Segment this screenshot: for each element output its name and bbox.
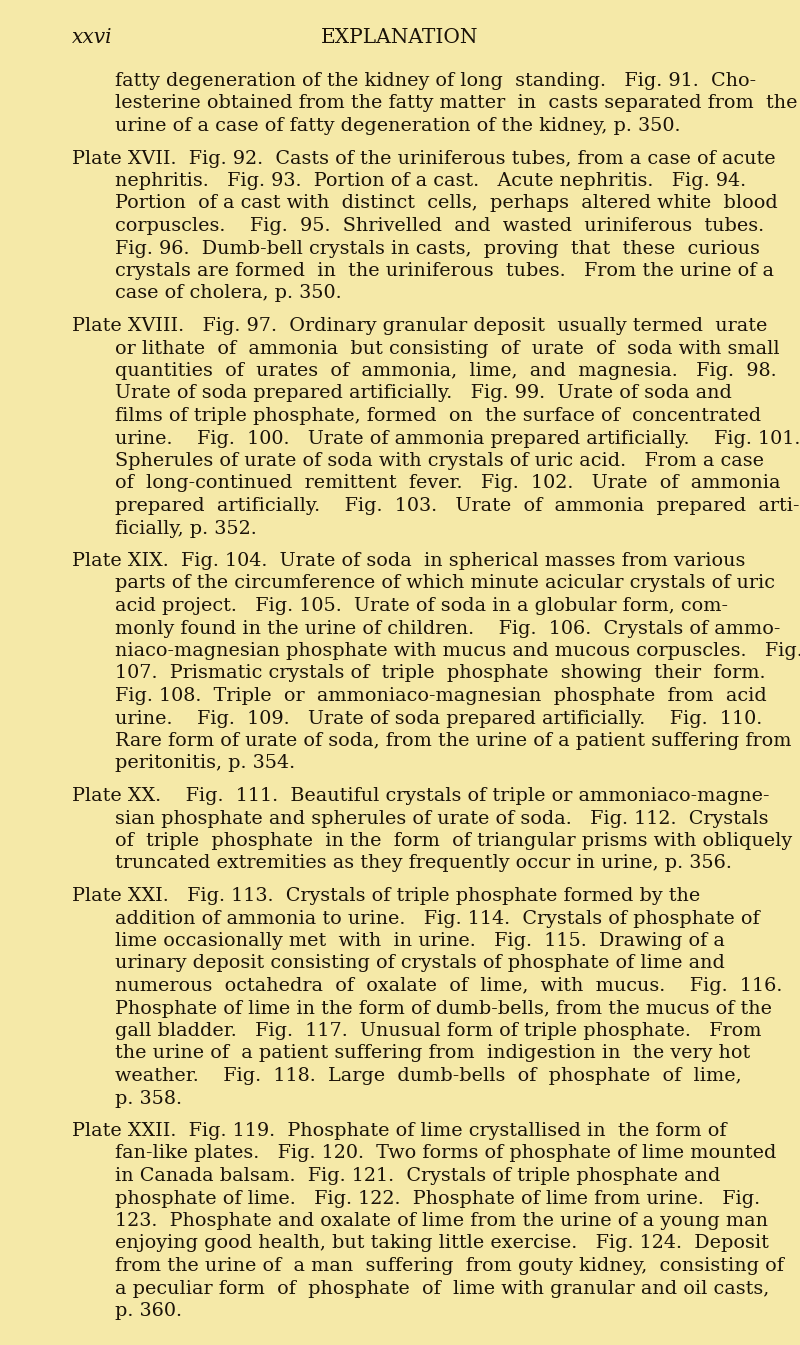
Text: 123.  Phosphate and oxalate of lime from the urine of a young man: 123. Phosphate and oxalate of lime from … bbox=[115, 1212, 768, 1229]
Text: numerous  octahedra  of  oxalate  of  lime,  with  mucus.    Fig.  116.: numerous octahedra of oxalate of lime, w… bbox=[115, 976, 782, 995]
Text: the urine of  a patient suffering from  indigestion in  the very hot: the urine of a patient suffering from in… bbox=[115, 1045, 750, 1063]
Text: Plate XX.    Fig.  111.  Beautiful crystals of triple or ammoniaco-magne-: Plate XX. Fig. 111. Beautiful crystals o… bbox=[72, 787, 770, 806]
Text: crystals are formed  in  the uriniferous  tubes.   From the urine of a: crystals are formed in the uriniferous t… bbox=[115, 262, 774, 280]
Text: of  long-continued  remittent  fever.   Fig.  102.   Urate  of  ammonia: of long-continued remittent fever. Fig. … bbox=[115, 475, 781, 492]
Text: parts of the circumference of which minute acicular crystals of uric: parts of the circumference of which minu… bbox=[115, 574, 775, 593]
Text: fatty degeneration of the kidney of long  standing.   Fig. 91.  Cho-: fatty degeneration of the kidney of long… bbox=[115, 73, 756, 90]
Text: of  triple  phosphate  in the  form  of triangular prisms with obliquely: of triple phosphate in the form of trian… bbox=[115, 833, 792, 850]
Text: xxvi: xxvi bbox=[72, 28, 113, 47]
Text: sian phosphate and spherules of urate of soda.   Fig. 112.  Crystals: sian phosphate and spherules of urate of… bbox=[115, 810, 769, 827]
Text: nephritis.   Fig. 93.  Portion of a cast.   Acute nephritis.   Fig. 94.: nephritis. Fig. 93. Portion of a cast. A… bbox=[115, 172, 746, 190]
Text: addition of ammonia to urine.   Fig. 114.  Crystals of phosphate of: addition of ammonia to urine. Fig. 114. … bbox=[115, 909, 760, 928]
Text: lime occasionally met  with  in urine.   Fig.  115.  Drawing of a: lime occasionally met with in urine. Fig… bbox=[115, 932, 725, 950]
Text: 107.  Prismatic crystals of  triple  phosphate  showing  their  form.: 107. Prismatic crystals of triple phosph… bbox=[115, 664, 766, 682]
Text: acid project.   Fig. 105.  Urate of soda in a globular form, com-: acid project. Fig. 105. Urate of soda in… bbox=[115, 597, 728, 615]
Text: Plate XVIII.   Fig. 97.  Ordinary granular deposit  usually termed  urate: Plate XVIII. Fig. 97. Ordinary granular … bbox=[72, 317, 767, 335]
Text: urine.    Fig.  100.   Urate of ammonia prepared artificially.    Fig. 101.: urine. Fig. 100. Urate of ammonia prepar… bbox=[115, 429, 800, 448]
Text: prepared  artificially.    Fig.  103.   Urate  of  ammonia  prepared  arti-: prepared artificially. Fig. 103. Urate o… bbox=[115, 498, 799, 515]
Text: weather.    Fig.  118.  Large  dumb-bells  of  phosphate  of  lime,: weather. Fig. 118. Large dumb-bells of p… bbox=[115, 1067, 742, 1085]
Text: a peculiar form  of  phosphate  of  lime with granular and oil casts,: a peculiar form of phosphate of lime wit… bbox=[115, 1279, 770, 1298]
Text: from the urine of  a man  suffering  from gouty kidney,  consisting of: from the urine of a man suffering from g… bbox=[115, 1258, 784, 1275]
Text: EXPLANATION: EXPLANATION bbox=[322, 28, 478, 47]
Text: quantities  of  urates  of  ammonia,  lime,  and  magnesia.   Fig.  98.: quantities of urates of ammonia, lime, a… bbox=[115, 362, 777, 381]
Text: urinary deposit consisting of crystals of phosphate of lime and: urinary deposit consisting of crystals o… bbox=[115, 955, 725, 972]
Text: Plate XVII.  Fig. 92.  Casts of the uriniferous tubes, from a case of acute: Plate XVII. Fig. 92. Casts of the urinif… bbox=[72, 149, 776, 168]
Text: peritonitis, p. 354.: peritonitis, p. 354. bbox=[115, 755, 295, 772]
Text: niaco-magnesian phosphate with mucus and mucous corpuscles.   Fig.: niaco-magnesian phosphate with mucus and… bbox=[115, 642, 800, 660]
Text: in Canada balsam.  Fig. 121.  Crystals of triple phosphate and: in Canada balsam. Fig. 121. Crystals of … bbox=[115, 1167, 720, 1185]
Text: ficially, p. 352.: ficially, p. 352. bbox=[115, 519, 257, 538]
Text: urine of a case of fatty degeneration of the kidney, p. 350.: urine of a case of fatty degeneration of… bbox=[115, 117, 681, 134]
Text: lesterine obtained from the fatty matter  in  casts separated from  the: lesterine obtained from the fatty matter… bbox=[115, 94, 798, 113]
Text: phosphate of lime.   Fig. 122.  Phosphate of lime from urine.   Fig.: phosphate of lime. Fig. 122. Phosphate o… bbox=[115, 1189, 760, 1208]
Text: urine.    Fig.  109.   Urate of soda prepared artificially.    Fig.  110.: urine. Fig. 109. Urate of soda prepared … bbox=[115, 710, 762, 728]
Text: p. 358.: p. 358. bbox=[115, 1089, 182, 1107]
Text: Fig. 96.  Dumb-bell crystals in casts,  proving  that  these  curious: Fig. 96. Dumb-bell crystals in casts, pr… bbox=[115, 239, 760, 257]
Text: Portion  of a cast with  distinct  cells,  perhaps  altered white  blood: Portion of a cast with distinct cells, p… bbox=[115, 195, 778, 213]
Text: corpuscles.    Fig.  95.  Shrivelled  and  wasted  uriniferous  tubes.: corpuscles. Fig. 95. Shrivelled and wast… bbox=[115, 217, 764, 235]
Text: Plate XXII.  Fig. 119.  Phosphate of lime crystallised in  the form of: Plate XXII. Fig. 119. Phosphate of lime … bbox=[72, 1122, 726, 1141]
Text: Plate XIX.  Fig. 104.  Urate of soda  in spherical masses from various: Plate XIX. Fig. 104. Urate of soda in sp… bbox=[72, 551, 746, 570]
Text: Rare form of urate of soda, from the urine of a patient suffering from: Rare form of urate of soda, from the uri… bbox=[115, 732, 791, 751]
Text: Fig. 108.  Triple  or  ammoniaco-magnesian  phosphate  from  acid: Fig. 108. Triple or ammoniaco-magnesian … bbox=[115, 687, 766, 705]
Text: films of triple phosphate, formed  on  the surface of  concentrated: films of triple phosphate, formed on the… bbox=[115, 408, 761, 425]
Text: enjoying good health, but taking little exercise.   Fig. 124.  Deposit: enjoying good health, but taking little … bbox=[115, 1235, 769, 1252]
Text: truncated extremities as they frequently occur in urine, p. 356.: truncated extremities as they frequently… bbox=[115, 854, 732, 873]
Text: Phosphate of lime in the form of dumb-bells, from the mucus of the: Phosphate of lime in the form of dumb-be… bbox=[115, 999, 772, 1018]
Text: case of cholera, p. 350.: case of cholera, p. 350. bbox=[115, 285, 342, 303]
Text: Plate XXI.   Fig. 113.  Crystals of triple phosphate formed by the: Plate XXI. Fig. 113. Crystals of triple … bbox=[72, 886, 700, 905]
Text: p. 360.: p. 360. bbox=[115, 1302, 182, 1319]
Text: fan-like plates.   Fig. 120.  Two forms of phosphate of lime mounted: fan-like plates. Fig. 120. Two forms of … bbox=[115, 1145, 776, 1162]
Text: gall bladder.   Fig.  117.  Unusual form of triple phosphate.   From: gall bladder. Fig. 117. Unusual form of … bbox=[115, 1022, 762, 1040]
Text: Spherules of urate of soda with crystals of uric acid.   From a case: Spherules of urate of soda with crystals… bbox=[115, 452, 764, 469]
Text: Urate of soda prepared artificially.   Fig. 99.  Urate of soda and: Urate of soda prepared artificially. Fig… bbox=[115, 385, 732, 402]
Text: or lithate  of  ammonia  but consisting  of  urate  of  soda with small: or lithate of ammonia but consisting of … bbox=[115, 339, 780, 358]
Text: monly found in the urine of children.    Fig.  106.  Crystals of ammo-: monly found in the urine of children. Fi… bbox=[115, 620, 780, 638]
